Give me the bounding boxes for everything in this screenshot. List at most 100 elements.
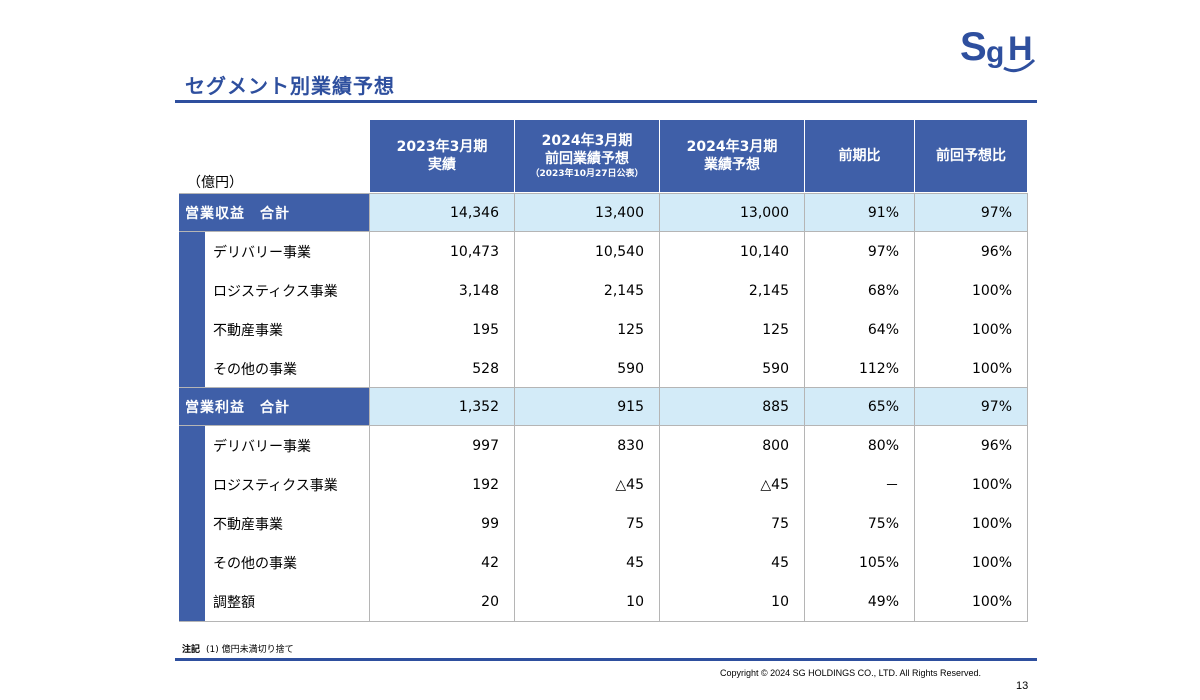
- column-divider: [1027, 194, 1028, 622]
- value-cell: 64%: [867, 321, 899, 338]
- column-header: 2024年3月期 業績予想: [660, 120, 805, 192]
- total-row-label: 営業収益 合計: [179, 194, 369, 231]
- segment-side-bar: [179, 232, 205, 388]
- total-value-cell: 14,346: [450, 204, 499, 221]
- value-cell: 10: [771, 593, 789, 610]
- column-header-line: 実績: [428, 157, 456, 173]
- column-header-line: 2024年3月期: [541, 133, 633, 149]
- copyright: Copyright © 2024 SG HOLDINGS CO., LTD. A…: [720, 668, 982, 678]
- column-divider: [369, 194, 370, 622]
- value-cell: 100%: [971, 515, 1012, 532]
- value-cell: 10,473: [450, 243, 499, 260]
- value-cell: 100%: [971, 593, 1012, 610]
- column-divider: [659, 194, 660, 622]
- value-cell: 590: [762, 360, 789, 377]
- value-cell: 97%: [867, 243, 899, 260]
- total-row-band: [370, 388, 1028, 425]
- segment-label: 調整額: [213, 594, 255, 611]
- value-cell: 192: [472, 476, 499, 493]
- segment-label: その他の事業: [213, 555, 297, 572]
- row-divider: [179, 425, 1028, 426]
- value-cell: 100%: [971, 282, 1012, 299]
- value-cell: 10: [626, 593, 644, 610]
- row-divider: [179, 387, 1028, 388]
- column-header: 前回予想比: [915, 120, 1028, 192]
- unit-label: （億円）: [187, 175, 243, 191]
- column-header-line: 前回予想比: [936, 148, 1006, 164]
- segment-label: ロジスティクス事業: [213, 477, 338, 494]
- value-cell: 10,140: [740, 243, 789, 260]
- value-cell: 112%: [858, 360, 899, 377]
- value-cell: 100%: [971, 554, 1012, 571]
- total-value-cell: 13,400: [595, 204, 644, 221]
- value-cell: 125: [617, 321, 644, 338]
- segment-label: 不動産事業: [213, 322, 283, 339]
- column-divider: [804, 194, 805, 622]
- total-value-cell: 13,000: [740, 204, 789, 221]
- value-cell: 10,540: [595, 243, 644, 260]
- segment-label: デリバリー事業: [213, 438, 311, 455]
- row-divider: [179, 193, 1028, 194]
- page-title: セグメント別業績予想: [185, 74, 395, 98]
- total-row-band: [370, 194, 1028, 231]
- row-divider: [179, 231, 1028, 232]
- value-cell: 75%: [867, 515, 899, 532]
- value-cell: 100%: [971, 360, 1012, 377]
- total-value-cell: 915: [617, 398, 644, 415]
- column-header: 2024年3月期 前回業績予想 （2023年10月27日公表）: [515, 120, 660, 192]
- column-header-line: 2023年3月期: [396, 139, 488, 155]
- footnote-title: 注記: [182, 645, 201, 655]
- value-cell: 997: [472, 437, 499, 454]
- segment-side-bar: [179, 426, 205, 621]
- column-header-line: 2024年3月期: [686, 139, 778, 155]
- svg-text:S: S: [960, 25, 987, 69]
- total-value-cell: 65%: [867, 398, 899, 415]
- value-cell: 2,145: [748, 282, 789, 299]
- column-header-line: 業績予想: [704, 157, 760, 173]
- value-cell: 100%: [971, 476, 1012, 493]
- column-divider: [514, 194, 515, 622]
- column-header: 前期比: [805, 120, 915, 192]
- value-cell: 80%: [867, 437, 899, 454]
- page-number: 13: [1016, 680, 1029, 692]
- value-cell: 45: [626, 554, 644, 571]
- value-cell: 830: [617, 437, 644, 454]
- value-cell: 45: [771, 554, 789, 571]
- sgh-logo: S g H: [960, 25, 1036, 73]
- svg-text:H: H: [1008, 30, 1033, 68]
- segment-label: ロジスティクス事業: [213, 283, 338, 300]
- footnote-text: (1) 億円未満切り捨て: [206, 645, 294, 655]
- total-row-label: 営業利益 合計: [179, 388, 369, 425]
- value-cell: 96%: [980, 437, 1012, 454]
- total-value-cell: 91%: [867, 204, 899, 221]
- segment-label: デリバリー事業: [213, 244, 311, 261]
- value-cell: △45: [760, 476, 789, 493]
- value-cell: －: [885, 477, 899, 494]
- footer-divider: [175, 658, 1037, 661]
- value-cell: △45: [615, 476, 644, 493]
- value-cell: 3,148: [458, 282, 499, 299]
- total-value-cell: 885: [762, 398, 789, 415]
- value-cell: 125: [762, 321, 789, 338]
- value-cell: 590: [617, 360, 644, 377]
- segment-label: その他の事業: [213, 361, 297, 378]
- segment-label: 不動産事業: [213, 516, 283, 533]
- column-header-line: 前回業績予想: [545, 151, 629, 167]
- title-divider: [175, 100, 1037, 103]
- value-cell: 68%: [867, 282, 899, 299]
- value-cell: 105%: [858, 554, 899, 571]
- column-divider: [914, 194, 915, 622]
- table-bottom-rule: [179, 621, 1028, 622]
- total-value-cell: 97%: [980, 398, 1012, 415]
- value-cell: 800: [762, 437, 789, 454]
- value-cell: 42: [481, 554, 499, 571]
- svg-text:g: g: [986, 36, 1004, 69]
- value-cell: 96%: [980, 243, 1012, 260]
- total-value-cell: 1,352: [458, 398, 499, 415]
- value-cell: 99: [481, 515, 499, 532]
- column-header-note: （2023年10月27日公表）: [530, 169, 644, 179]
- value-cell: 2,145: [603, 282, 644, 299]
- value-cell: 49%: [867, 593, 899, 610]
- footnote: 注記 (1) 億円未満切り捨て: [182, 642, 294, 655]
